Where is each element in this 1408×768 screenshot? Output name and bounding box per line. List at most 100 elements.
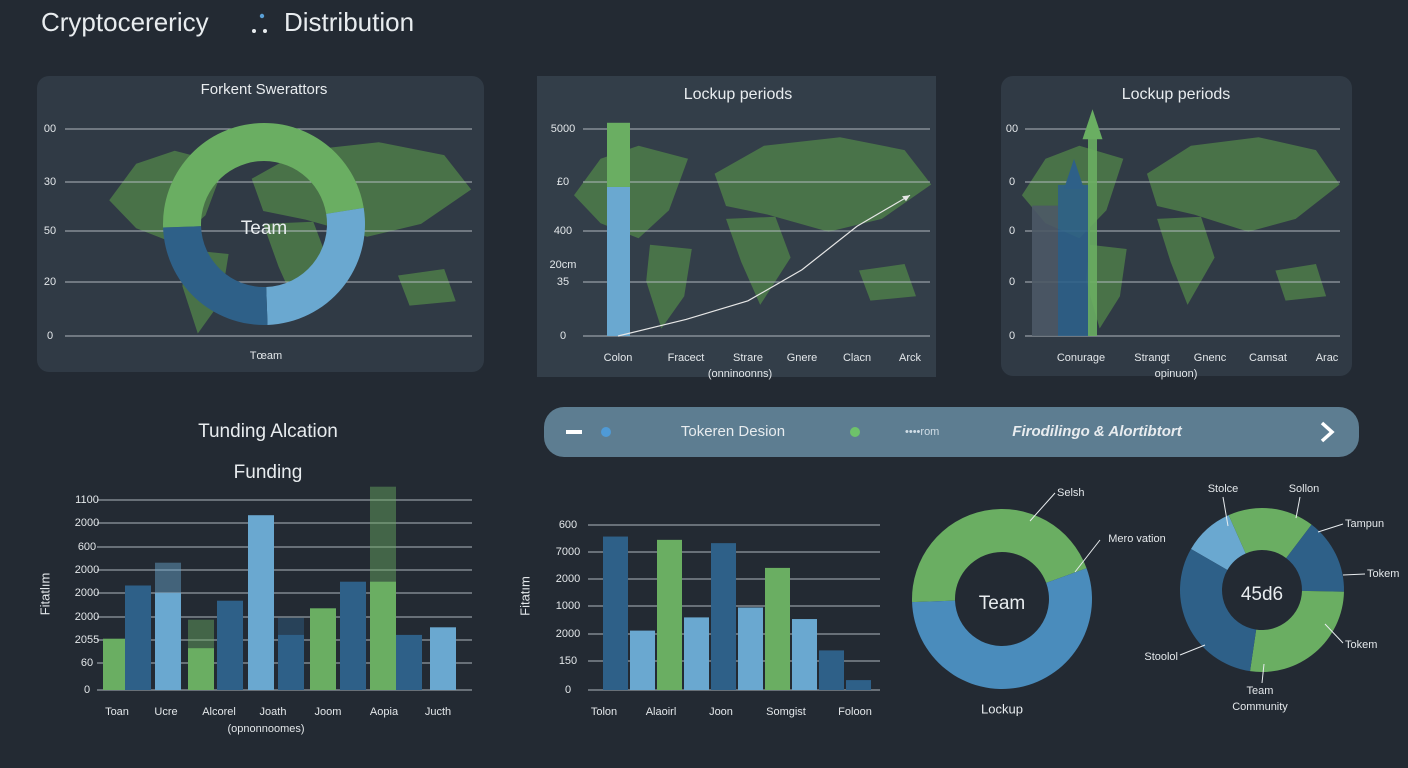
y-tick-label: 2000 — [75, 564, 99, 576]
title-dot — [252, 29, 256, 33]
map-shape — [574, 145, 688, 239]
x-tick-label: Clacn — [843, 352, 871, 364]
y-tick-label: £0 — [557, 176, 569, 188]
y-tick-label: 5000 — [551, 123, 575, 135]
leader-line — [1222, 496, 1229, 527]
banner-chevron[interactable] — [1320, 421, 1335, 443]
y-tick-label: 600 — [559, 519, 577, 531]
donut-segment — [266, 207, 366, 325]
banner — [544, 407, 1359, 457]
section-title: Tunding Alcation — [198, 421, 338, 442]
annotation: Stolce — [1208, 483, 1239, 495]
leader-line — [1324, 623, 1344, 644]
leader-line — [1179, 644, 1206, 656]
bar — [155, 593, 181, 690]
x-tick-label: Toan — [105, 706, 129, 718]
x-tick-label: Jucth — [425, 706, 451, 718]
y-axis-label: Fitatım — [517, 576, 532, 616]
bar — [738, 607, 763, 690]
annotation: Sollon — [1289, 483, 1320, 495]
leader-line — [1295, 496, 1301, 519]
bar — [188, 648, 214, 690]
x-tick-label: Joath — [260, 706, 287, 718]
banner-label: Tokeren Desion — [681, 423, 785, 440]
x-axis-label: Tœam — [250, 350, 282, 362]
x-axis-label: (onninoonns) — [708, 368, 772, 380]
y-tick-label: 2000 — [75, 611, 99, 623]
y-tick-label: 0 — [560, 330, 566, 342]
page-title-suffix: Distribution — [284, 7, 414, 37]
y-tick-label: 400 — [554, 225, 572, 237]
y-tick-label: 0 — [1009, 176, 1015, 188]
annotation: Stoolol — [1144, 651, 1178, 663]
x-tick-label: Gnere — [787, 352, 818, 364]
y-tick-label: 00 — [44, 123, 56, 135]
banner-dot — [850, 427, 860, 437]
x-tick-label: Joom — [315, 706, 342, 718]
x-tick-label: Fracect — [668, 352, 705, 364]
y-tick-label: 0 — [1009, 330, 1015, 342]
leader-line — [1342, 573, 1366, 576]
donut-segment — [1190, 515, 1246, 570]
x-tick-label: Strare — [733, 352, 763, 364]
map-shape — [714, 137, 932, 232]
donut-segment — [1286, 524, 1344, 592]
bar — [846, 680, 871, 690]
bar-segment — [607, 186, 630, 336]
bar — [248, 515, 274, 690]
y-tick-label: 2000 — [75, 587, 99, 599]
bar — [711, 543, 736, 690]
x-tick-label: Alcorel — [202, 706, 236, 718]
y-tick-label: 20cm — [550, 259, 577, 271]
title-dot — [259, 13, 265, 19]
annotation: Tokem — [1367, 568, 1399, 580]
annotation: Tokem — [1345, 639, 1377, 651]
leader-line — [1317, 523, 1344, 533]
x-tick-label: Colon — [604, 352, 633, 364]
banner-dot — [601, 427, 611, 437]
x-tick-label: Conurage — [1057, 352, 1105, 364]
y-tick-label: 0 — [1009, 225, 1015, 237]
x-tick-label: Aopia — [370, 706, 399, 718]
bar — [657, 539, 682, 690]
y-tick-label: 35 — [557, 276, 569, 288]
donut-segment — [912, 568, 1092, 689]
y-tick-label: 50 — [44, 225, 56, 237]
x-tick-label: Foloon — [838, 706, 872, 718]
leader-line — [1261, 663, 1265, 684]
donut-segment — [1250, 590, 1344, 672]
bar — [792, 619, 817, 690]
annotation: Selsh — [1057, 487, 1085, 499]
arrow-head — [902, 195, 910, 202]
bar — [1032, 205, 1058, 336]
y-tick-label: 2055 — [75, 634, 99, 646]
y-tick-label: 2000 — [75, 517, 99, 529]
y-tick-label: 7000 — [556, 546, 580, 558]
donut-segment — [1180, 549, 1257, 672]
donut-segment — [163, 226, 268, 325]
banner-title: Firodilingo & Alortibtort — [1012, 423, 1182, 440]
y-axis-label: Fitatlım — [37, 573, 52, 616]
y-tick-label: 0 — [47, 330, 53, 342]
bar — [603, 536, 628, 690]
x-axis-label: (opnonnoomes) — [227, 723, 304, 735]
bar-segment — [607, 122, 630, 187]
y-tick-label: 0 — [565, 684, 571, 696]
bar — [630, 630, 655, 690]
donut-center-label: Team — [979, 593, 1025, 614]
chart-title: Lockup periods — [684, 86, 793, 103]
y-tick-label: 60 — [81, 657, 93, 669]
donut-segment — [163, 122, 364, 228]
banner-dash — [566, 430, 582, 434]
page-title: Cryptocerericy — [41, 7, 209, 37]
map-shape — [646, 244, 692, 329]
x-tick-label: Joon — [709, 706, 733, 718]
y-tick-label: 0 — [84, 684, 90, 696]
map-shape — [1146, 137, 1340, 232]
y-tick-label: 0 — [1009, 276, 1015, 288]
map-shape — [726, 216, 791, 305]
x-tick-label: Somgist — [766, 706, 806, 718]
y-tick-label: 1000 — [556, 600, 580, 612]
y-tick-label: 150 — [559, 655, 577, 667]
